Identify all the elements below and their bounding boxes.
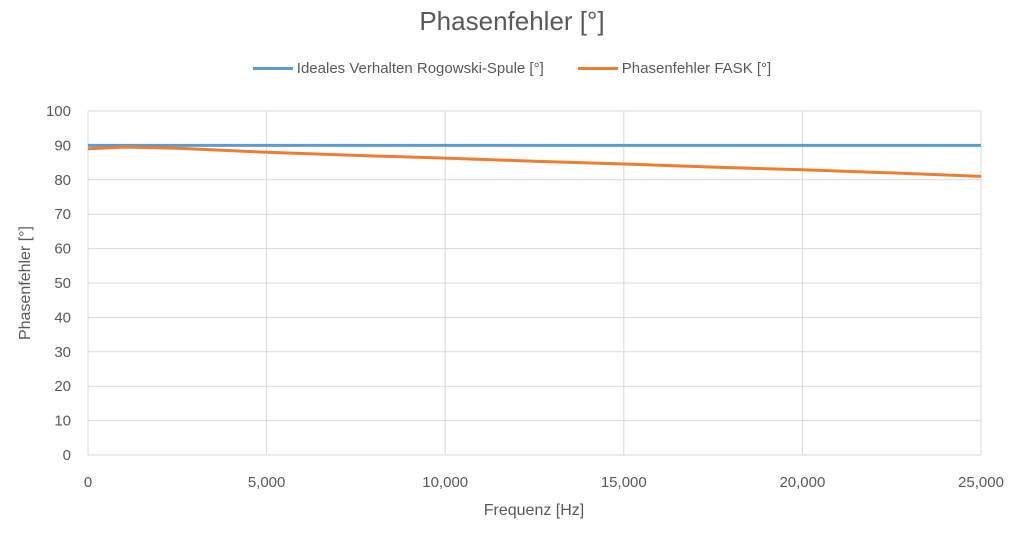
x-tick-label: 10,000 [422, 474, 468, 491]
y-tick-label: 90 [54, 137, 71, 154]
x-tick-label: 15,000 [601, 474, 647, 491]
legend-label-ideal: Ideales Verhalten Rogowski-Spule [°] [296, 60, 544, 77]
x-axis-ticks: 0 5,000 10,000 15,000 20,000 25,000 [84, 474, 1004, 491]
y-tick-label: 20 [54, 378, 71, 395]
x-tick-label: 20,000 [779, 474, 825, 491]
legend-item-fask[interactable]: Phasenfehler FASK [°] [577, 60, 772, 77]
legend-swatch-blue-icon [252, 67, 293, 70]
legend-swatch-orange-icon [577, 67, 618, 70]
y-tick-label: 10 [54, 413, 71, 430]
series-line-1[interactable] [87, 145, 982, 178]
y-tick-label: 80 [54, 172, 71, 189]
y-axis-ticks: 0 10 20 30 40 50 60 70 80 90 100 [46, 103, 71, 464]
legend-label-fask: Phasenfehler FASK [°] [621, 60, 772, 77]
y-tick-label: 0 [63, 447, 71, 464]
y-tick-label: 50 [54, 275, 71, 292]
y-tick-label: 30 [54, 344, 71, 361]
chart-title: Phasenfehler [°] [419, 6, 605, 36]
x-axis-label: Frequenz [Hz] [484, 502, 584, 519]
legend: Ideales Verhalten Rogowski-Spule [°] Pha… [0, 60, 1024, 77]
y-tick-label: 40 [54, 309, 71, 326]
legend-item-ideal[interactable]: Ideales Verhalten Rogowski-Spule [°] [252, 60, 544, 77]
x-tick-label: 5,000 [248, 474, 286, 491]
y-tick-label: 100 [46, 103, 71, 120]
y-axis-label: Phasenfehler [°] [17, 226, 34, 340]
series-lines [87, 143, 982, 178]
x-tick-label: 0 [84, 474, 92, 491]
x-tick-label: 25,000 [958, 474, 1004, 491]
y-tick-label: 60 [54, 241, 71, 258]
y-tick-label: 70 [54, 206, 71, 223]
